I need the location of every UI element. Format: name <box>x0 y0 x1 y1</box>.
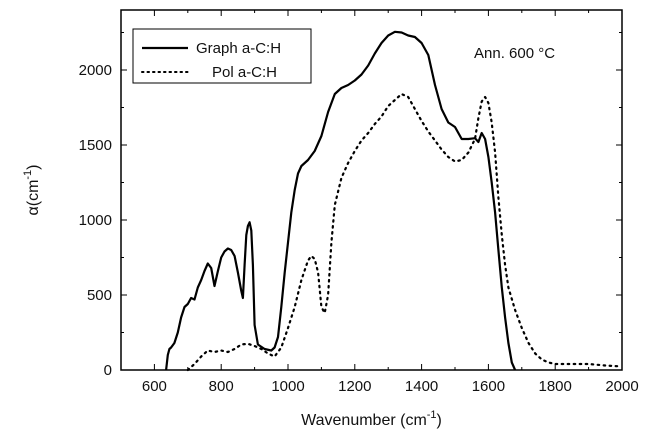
x-tick-label: 2000 <box>605 378 638 395</box>
x-tick-label: 1800 <box>539 378 572 395</box>
y-tick-label: 0 <box>104 362 112 379</box>
x-axis-title-sup: -1 <box>427 409 437 421</box>
x-axis-title: Wavenumber (cm-1) <box>301 409 442 429</box>
y-axis-title-main: α(cm <box>25 180 42 216</box>
y-tick-label: 2000 <box>79 62 112 79</box>
y-axis-title-end: ) <box>25 164 42 169</box>
y-tick-label: 1500 <box>79 137 112 154</box>
x-tick-label: 800 <box>209 378 234 395</box>
annealing-annotation: Ann. 600 °C <box>474 45 555 62</box>
x-tick-label: 1000 <box>271 378 304 395</box>
series-line-pol <box>186 92 620 372</box>
y-tick-label: 500 <box>87 287 112 304</box>
y-axis-title: α(cm-1) <box>22 164 42 215</box>
x-tick-label: 1600 <box>472 378 505 395</box>
y-axis-title-sup: -1 <box>22 170 34 180</box>
x-tick-label: 1400 <box>405 378 438 395</box>
x-axis-title-end: ) <box>437 412 442 429</box>
series-line-graph <box>165 30 517 371</box>
legend-box <box>132 28 312 84</box>
legend-label-pol: Pol a-C:H <box>212 64 277 81</box>
legend-label-graph: Graph a-C:H <box>196 40 281 57</box>
x-axis-title-main: Wavenumber (cm <box>301 412 427 429</box>
y-tick-label: 1000 <box>79 212 112 229</box>
x-tick-label: 600 <box>142 378 167 395</box>
plot-frame <box>120 9 623 371</box>
x-tick-label: 1200 <box>338 378 371 395</box>
legend: Graph a-C:H Pol a-C:H <box>132 28 312 84</box>
